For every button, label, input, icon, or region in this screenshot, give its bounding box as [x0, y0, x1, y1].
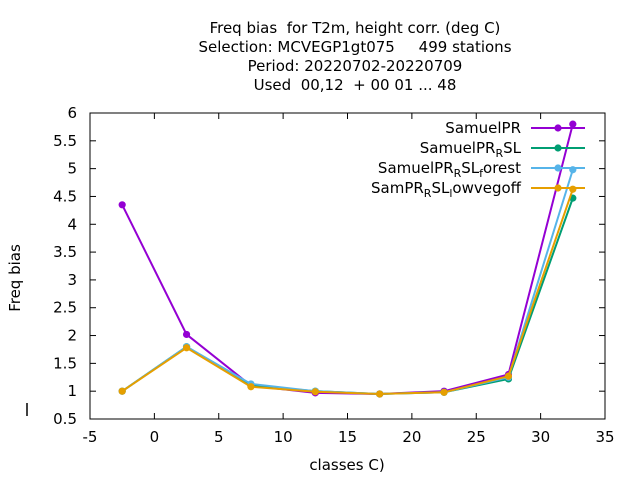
x-tick-label: 25	[467, 428, 486, 446]
x-tick-label: 5	[214, 428, 224, 446]
series-line	[121, 197, 574, 395]
data-point	[569, 120, 577, 128]
y-tick-label: 6	[67, 104, 77, 122]
title-line-4: Used 00,12 + 00 01 ... 48	[253, 76, 457, 94]
title-line-3: Period: 20220702-20220709	[247, 57, 463, 75]
data-point	[182, 330, 191, 339]
legend-label: SamuelPRRSL	[420, 139, 522, 160]
series-line	[121, 188, 574, 395]
series-SamuelPR_RSL_forest	[118, 166, 577, 398]
x-tick-label: 0	[150, 428, 160, 446]
y-tick-label: 1	[67, 382, 77, 400]
data-point	[118, 201, 126, 209]
data-point	[182, 344, 191, 352]
title-line-1: Freq bias for T2m, height corr. (deg C)	[209, 19, 501, 37]
data-point	[440, 388, 448, 396]
legend-entry: SamuelPR	[445, 119, 585, 137]
legend-entry: SamuelPRRSLforest	[378, 159, 585, 180]
x-tick-label: 10	[274, 428, 293, 446]
x-axis-label: classes C)	[309, 456, 384, 474]
y-tick-label: 1.5	[53, 354, 77, 372]
y-tick-label: 4	[67, 215, 77, 233]
y-tick-label: 3	[67, 271, 77, 289]
y-tick-label: 5	[67, 160, 77, 178]
legend: SamuelPR SamuelPRRSLSamuelPRRSLforestSamP…	[371, 119, 585, 200]
y-tick-label: 0.5	[53, 410, 77, 428]
legend-label: SamPRRSLlowvegoff	[371, 179, 522, 200]
title-line-2: Selection: MCVEGP1gt075 499 stations	[198, 38, 512, 56]
series-SamuelPR_RSL	[118, 194, 577, 398]
legend-entry: SamPRRSLlowvegoff	[371, 179, 585, 200]
x-tick-label: -5	[83, 428, 98, 446]
x-tick-label: 20	[402, 428, 421, 446]
legend-swatch-marker	[554, 184, 562, 192]
legend-swatch-marker	[554, 124, 562, 132]
x-tick-label: 30	[531, 428, 550, 446]
data-point	[504, 372, 513, 380]
data-point	[311, 388, 319, 396]
plot-frame	[89, 112, 606, 420]
y-tick-label: 3.5	[53, 243, 77, 261]
y-tick-label: 4.5	[53, 187, 77, 205]
y-tick-label: 2	[67, 327, 77, 345]
data-point	[376, 390, 384, 398]
x-tick-label: 15	[338, 428, 357, 446]
legend-label: SamuelPRRSLforest	[378, 159, 521, 180]
data-point	[247, 383, 255, 391]
legend-swatch-marker	[554, 164, 562, 172]
y-axis-label: Freq bias	[6, 244, 24, 312]
data-point	[118, 387, 126, 395]
y-tick-label: 2.5	[53, 299, 77, 317]
data-point	[569, 185, 577, 193]
axis-ticks: -5 0 5 10 15 20 25 30 35 0.5 1 1.5 2 2.5 3 3.5 4 4.5 5 5.5 6	[53, 104, 614, 446]
legend-label: SamuelPR	[445, 119, 521, 137]
y-tick-label: 5.5	[53, 132, 77, 150]
series-SamPR_RSL_lowvegoff	[118, 185, 577, 398]
legend-swatch-marker	[554, 144, 562, 152]
series-line	[121, 169, 574, 395]
legend-entry: SamuelPRRSL	[420, 139, 585, 160]
x-tick-label: 35	[595, 428, 614, 446]
